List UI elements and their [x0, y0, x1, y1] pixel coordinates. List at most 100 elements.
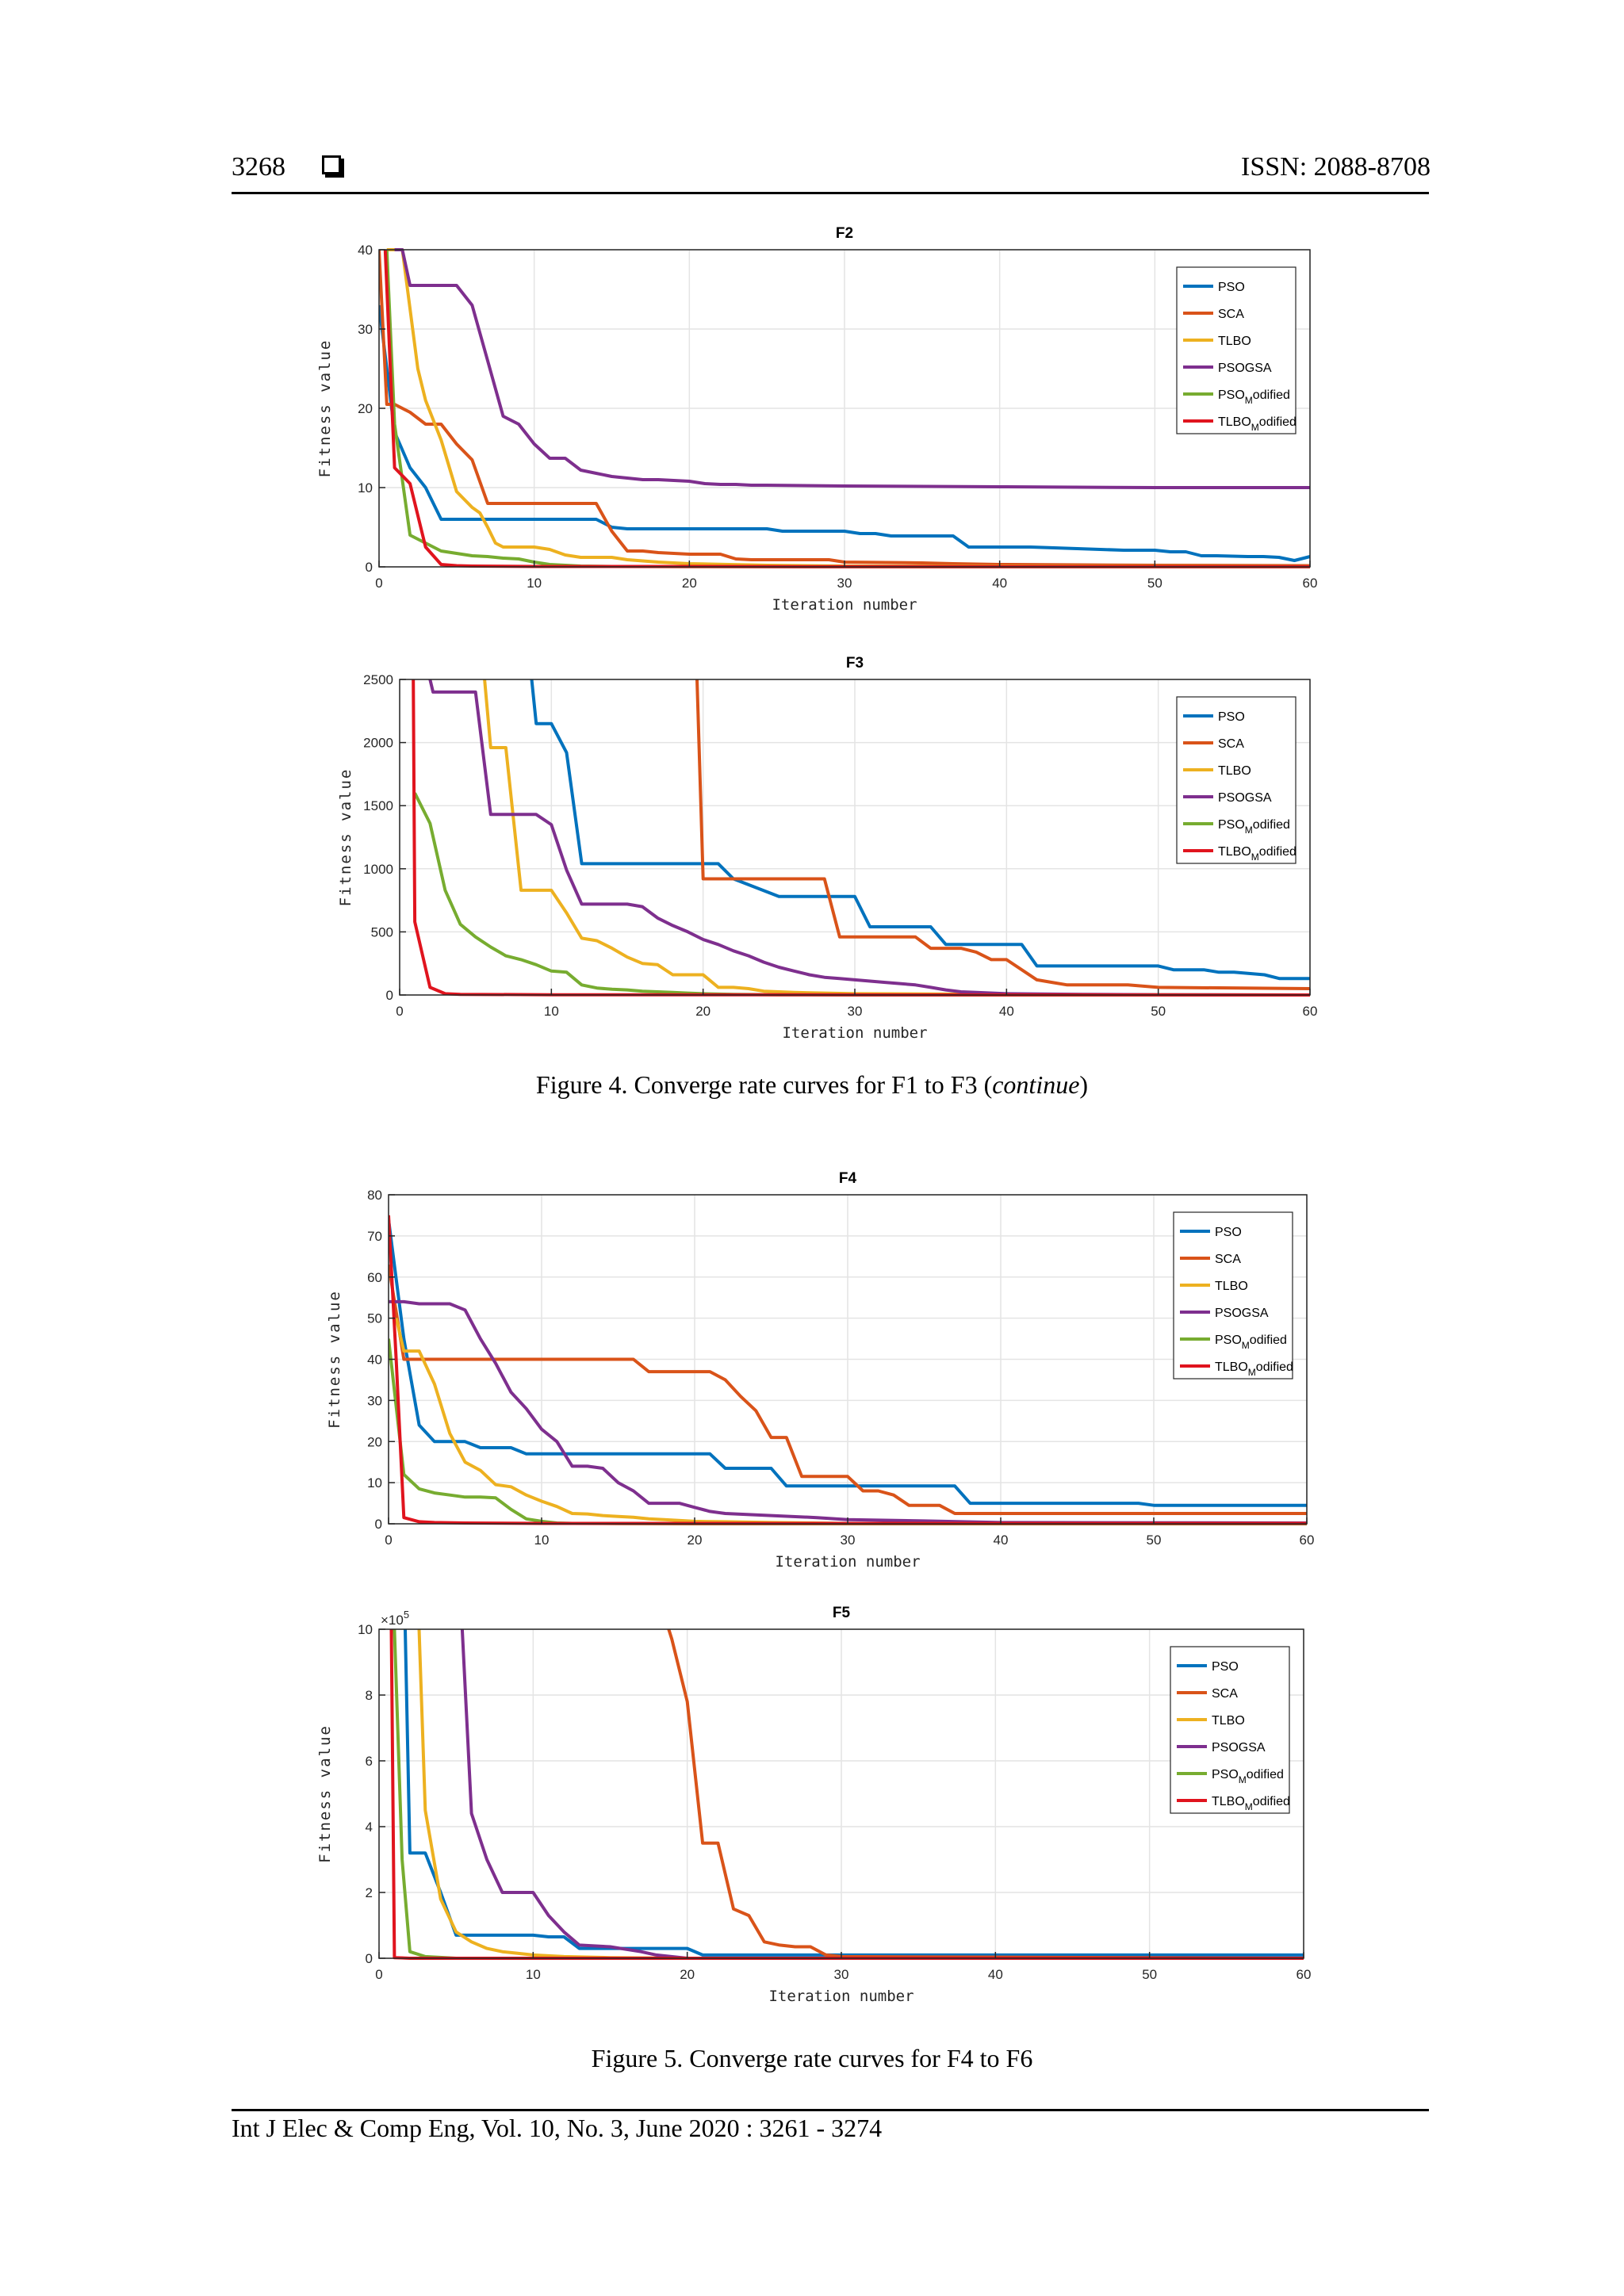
f2-y-axis-label: Fitness value	[316, 339, 334, 478]
f4-xtick-label-60: 60	[1300, 1533, 1315, 1548]
f2-legend-label-pso-modified: PSOModified	[1218, 388, 1290, 406]
f3-title: F3	[846, 655, 864, 672]
f4-series-pso	[389, 1219, 1307, 1507]
f3-series-pso	[530, 679, 1310, 981]
f3-xtick-label-20: 20	[695, 1004, 710, 1019]
chart-f3: 0 10 20 30 40 50 60 0 500 1000 1500 2000 2500 F3 Itera…	[0, 646, 1624, 1058]
f3-ytick-label-500: 500	[371, 924, 393, 939]
f5-x-axis-label: Iteration number	[768, 1988, 914, 2005]
f3-series-psogsa	[428, 679, 1310, 997]
f3-legend: PSO SCA TLBO PSOGSA PSOModified TLBOModified	[1176, 696, 1297, 864]
f2-ytick-label-40: 40	[358, 243, 373, 258]
issn-label: ISSN: 2088-8708	[1241, 152, 1431, 182]
f5-xtick-label-0: 0	[375, 1967, 382, 1982]
f3-xtick-label-60: 60	[1303, 1004, 1318, 1019]
f5-xtick-label-30: 30	[834, 1967, 849, 1982]
f5-xtick-label-40: 40	[988, 1967, 1003, 1982]
f5-legend-label-pso-modified: PSOModified	[1212, 1768, 1284, 1785]
f4-ytick-label-40: 40	[367, 1353, 382, 1368]
f4-x-axis-label: Iteration number	[775, 1553, 920, 1571]
f2-xtick-label-20: 20	[682, 576, 697, 591]
f3-ytick-label-1000: 1000	[363, 862, 393, 877]
f5-legend-label-tlbo-modified: TLBOModified	[1212, 1795, 1290, 1812]
f4-legend-label-pso-modified: PSOModified	[1215, 1334, 1287, 1351]
f2-legend-label-tlbo-modified: TLBOModified	[1218, 415, 1297, 433]
f2-xtick-label-30: 30	[837, 576, 852, 591]
chart-f2-svg: 0 10 20 30 40 50 60 0 10 20 30 40 F2 Iteration number…	[316, 225, 1317, 614]
f3-legend-label-tlbo: TLBO	[1218, 764, 1251, 778]
f4-series-psogsa	[389, 1299, 1307, 1525]
f4-xtick-label-0: 0	[385, 1533, 392, 1548]
f5-ytick-label-4: 4	[366, 1820, 373, 1835]
header-rule	[232, 192, 1429, 194]
checkbox-symbol-icon	[322, 155, 341, 174]
f4-ytick-label-20: 20	[367, 1434, 382, 1449]
f3-legend-label-tlbo-modified: TLBOModified	[1218, 845, 1297, 863]
f5-legend-label-sca: SCA	[1212, 1687, 1238, 1701]
f5-ytick-label-0: 0	[366, 1951, 373, 1966]
chart-f2: 0 10 20 30 40 50 60 0 10 20 30 40 F2 Iteration number…	[0, 214, 1624, 626]
footer-citation: Int J Elec & Comp Eng, Vol. 10, No. 3, J…	[232, 2114, 883, 2142]
f4-ytick-label-30: 30	[367, 1393, 382, 1408]
f5-exponent-label: ×105	[381, 1609, 409, 1628]
f2-xtick-label-40: 40	[992, 576, 1007, 591]
f4-title: F4	[839, 1170, 857, 1187]
f5-legend-label-psogsa: PSOGSA	[1212, 1741, 1266, 1755]
f3-y-axis-label: Fitness value	[337, 768, 354, 907]
f4-xtick-label-50: 50	[1147, 1533, 1162, 1548]
f2-xtick-label-50: 50	[1147, 576, 1162, 591]
figure-4-caption: Figure 4. Converge rate curves for F1 to…	[535, 1070, 1089, 1099]
f3-ytick-label-2000: 2000	[363, 736, 393, 751]
f3-ytick-label-1500: 1500	[363, 798, 393, 813]
f5-title: F5	[833, 1605, 851, 1621]
f5-xtick-label-50: 50	[1142, 1967, 1157, 1982]
f4-legend-label-tlbo: TLBO	[1215, 1280, 1248, 1293]
f2-legend-label-psogsa: PSOGSA	[1218, 362, 1272, 375]
f2-series-tlbo	[386, 248, 1310, 568]
f2-series-pso	[379, 304, 1310, 562]
f4-xtick-label-20: 20	[688, 1533, 703, 1548]
f3-legend-label-pso-modified: PSOModified	[1218, 818, 1290, 836]
f4-series-sca	[389, 1264, 1307, 1515]
f3-legend-box	[1176, 696, 1297, 864]
f2-legend-label-tlbo: TLBO	[1218, 335, 1251, 348]
f3-xtick-label-10: 10	[544, 1004, 559, 1019]
f2-title: F2	[836, 225, 853, 242]
f3-ytick-label-2500: 2500	[363, 672, 393, 687]
f3-series-sca	[695, 679, 1310, 990]
f3-xtick-label-0: 0	[396, 1004, 403, 1019]
footer-rule	[232, 2109, 1429, 2111]
f4-ytick-label-10: 10	[367, 1475, 382, 1490]
f2-ytick-label-30: 30	[358, 322, 373, 337]
f2-legend: PSO SCA TLBO PSOGSA PSOModified TLBOModified	[1176, 266, 1297, 434]
f4-legend: PSO SCA TLBO PSOGSA PSOModified TLBOModified	[1173, 1211, 1293, 1380]
f5-xtick-label-60: 60	[1297, 1967, 1312, 1982]
f4-y-axis-label: Fitness value	[326, 1290, 343, 1429]
f2-ytick-label-10: 10	[358, 480, 373, 496]
f4-ytick-label-50: 50	[367, 1311, 382, 1326]
f2-legend-label-sca: SCA	[1218, 308, 1244, 321]
chart-f5-svg: 0 10 20 30 40 50 60 0 2 4 6 8 10 ×105 F5 Iteration numb…	[316, 1605, 1312, 2005]
f3-series-tlbo	[483, 679, 1310, 997]
f4-legend-label-tlbo-modified: TLBOModified	[1215, 1360, 1293, 1378]
f4-legend-label-sca: SCA	[1215, 1253, 1241, 1266]
f4-legend-label-psogsa: PSOGSA	[1215, 1307, 1269, 1320]
figure-5-caption: Figure 5. Converge rate curves for F4 to…	[591, 2044, 1033, 2072]
f5-series-pso	[404, 1628, 1304, 1957]
f5-legend-label-tlbo: TLBO	[1212, 1714, 1245, 1728]
f3-legend-label-pso: PSO	[1218, 710, 1245, 724]
f3-xtick-label-50: 50	[1151, 1004, 1166, 1019]
f2-x-axis-label: Iteration number	[772, 596, 917, 614]
f5-xtick-label-20: 20	[680, 1967, 695, 1982]
page-number: 3268	[232, 152, 285, 182]
f2-ytick-label-20: 20	[358, 401, 373, 416]
f4-legend-box	[1173, 1211, 1293, 1380]
f3-x-axis-label: Iteration number	[782, 1024, 927, 1042]
f2-ytick-label-0: 0	[366, 560, 373, 575]
f4-legend-label-pso: PSO	[1215, 1226, 1242, 1239]
f4-ytick-label-80: 80	[367, 1188, 382, 1203]
chart-f5: 0 10 20 30 40 50 60 0 2 4 6 8 10 ×105 F5 Iteration numb…	[0, 1601, 1624, 2014]
f5-xtick-label-10: 10	[526, 1967, 541, 1982]
f2-legend-label-pso: PSO	[1218, 281, 1245, 294]
f4-series-tlbo	[394, 1318, 1307, 1525]
